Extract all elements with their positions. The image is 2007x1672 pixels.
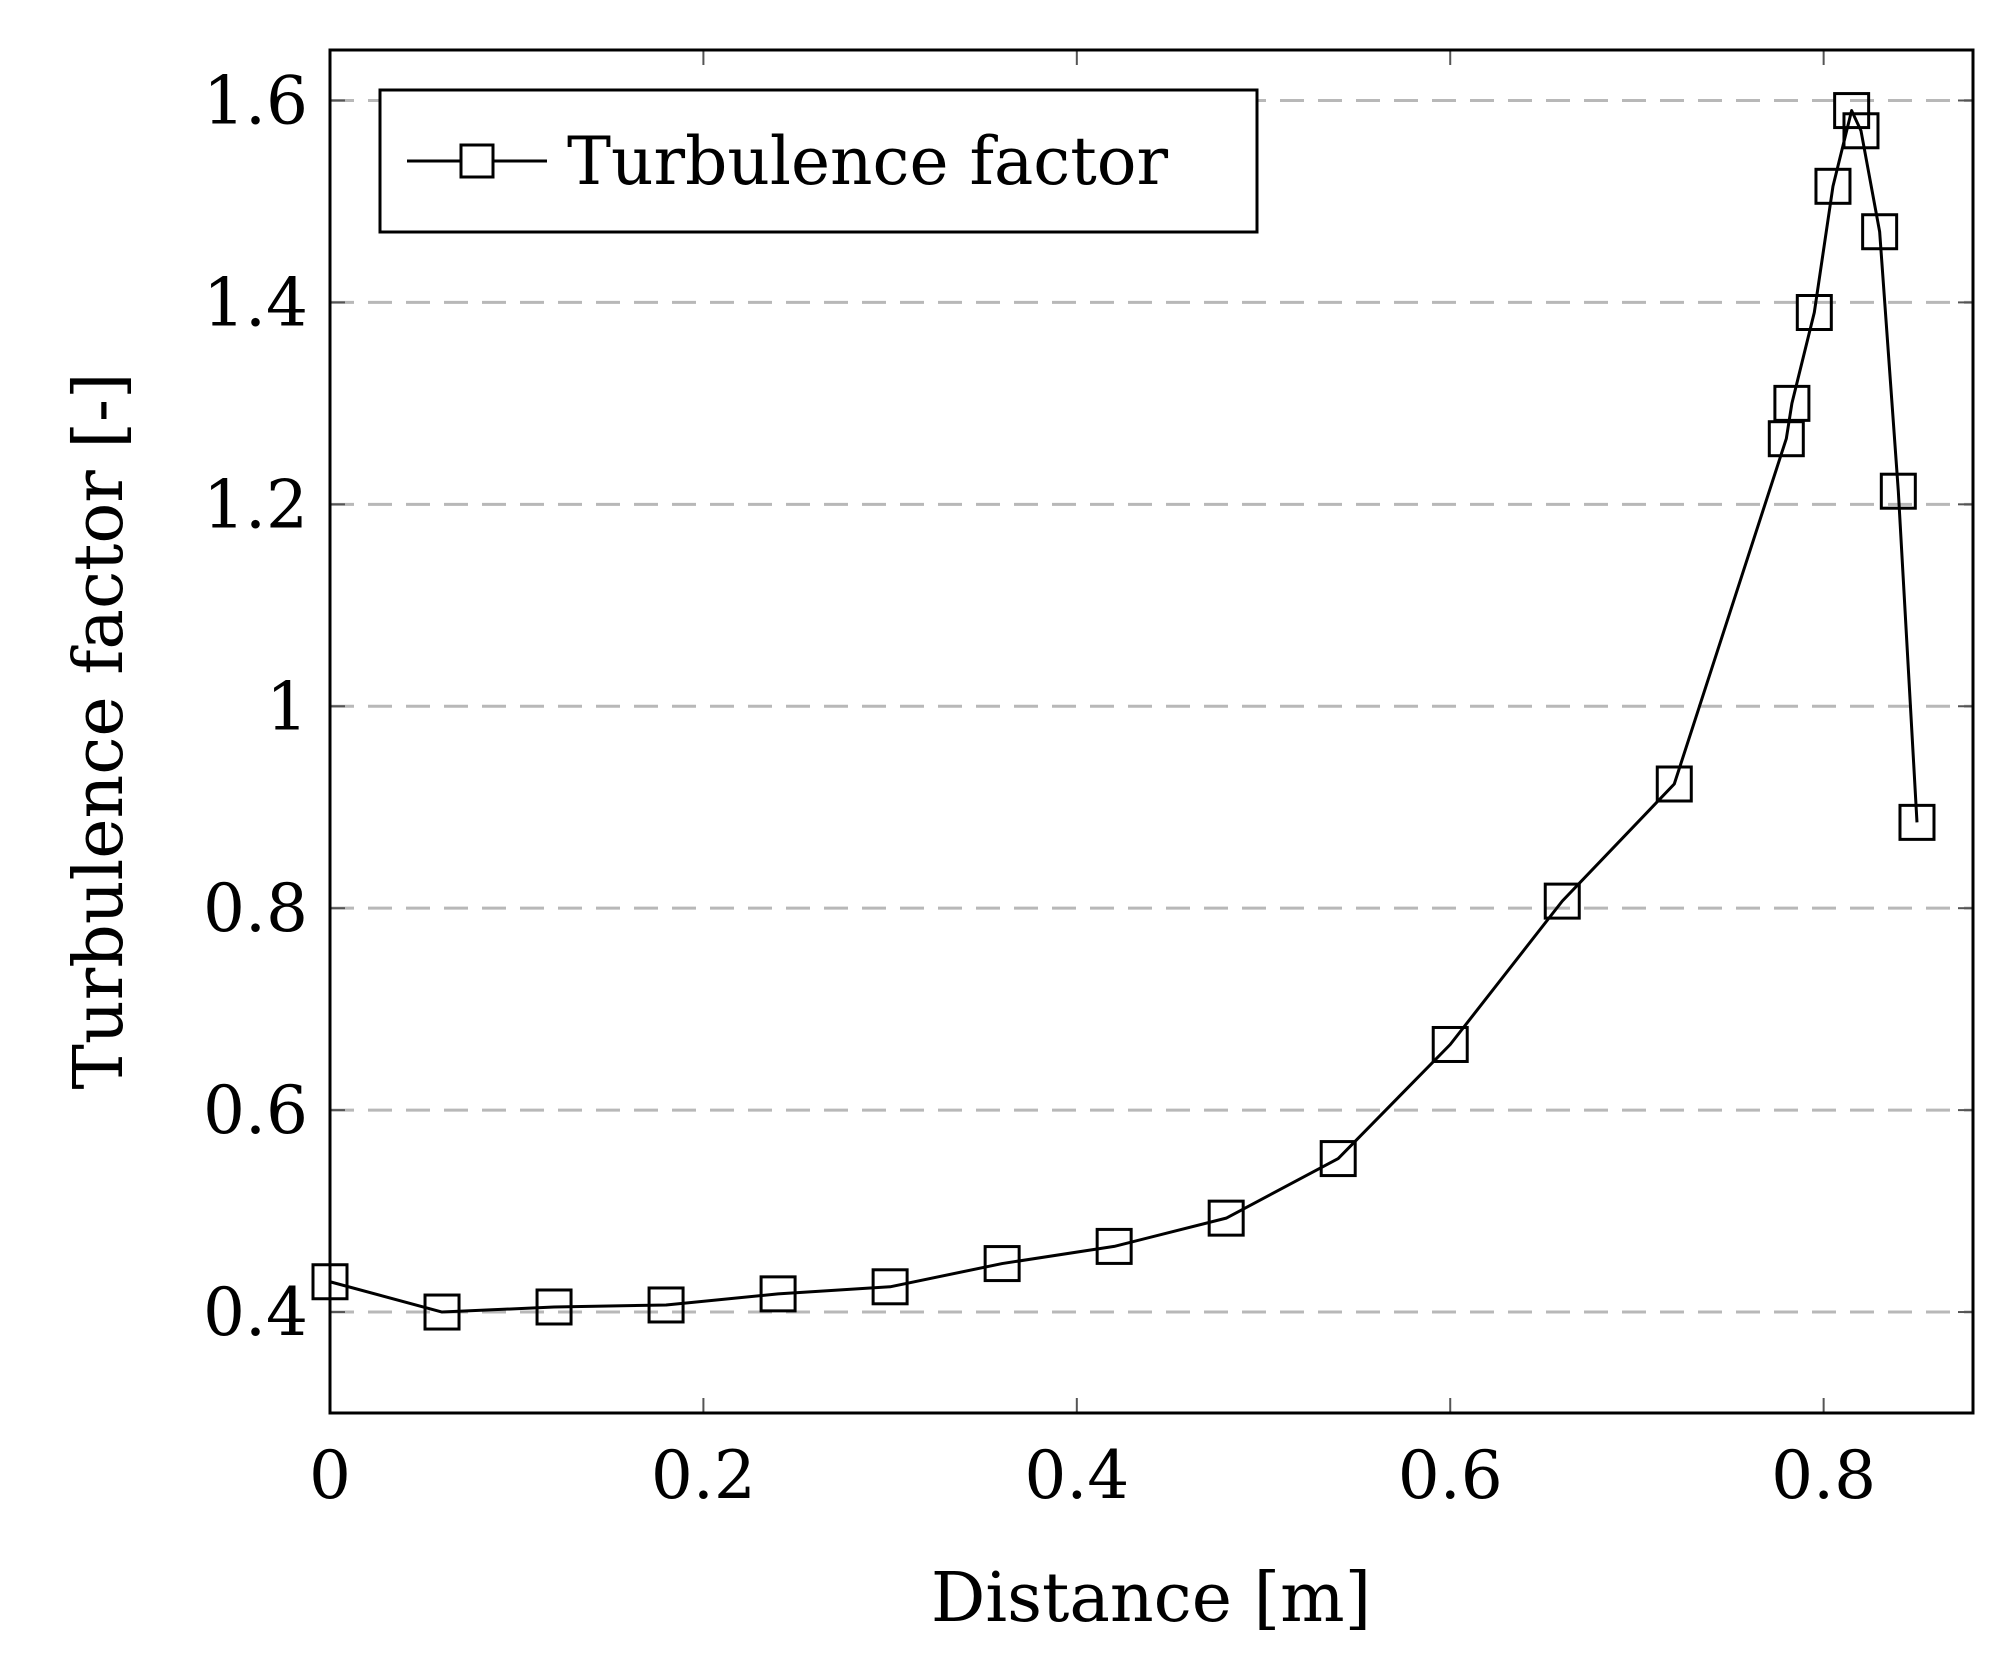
y-tick-label: 0.4 xyxy=(203,1274,308,1351)
x-tick-label: 0.8 xyxy=(1771,1437,1876,1514)
x-tick-label: 0 xyxy=(309,1437,351,1514)
data-point-square xyxy=(647,1286,685,1324)
series-layer xyxy=(311,92,1936,1331)
legend-square-marker-icon xyxy=(459,143,495,179)
y-tick-label: 0.8 xyxy=(203,870,308,947)
y-tick-label: 1.4 xyxy=(203,264,308,341)
x-tick-label: 0.2 xyxy=(651,1437,756,1514)
data-point-square xyxy=(1833,92,1871,130)
y-tick-label: 1.6 xyxy=(203,62,308,139)
y-tick-label: 1.2 xyxy=(203,466,308,543)
data-point-square xyxy=(1814,167,1852,205)
data-point-square xyxy=(1543,882,1581,920)
data-point-square xyxy=(1879,472,1917,510)
legend: Turbulence factor xyxy=(378,88,1259,234)
data-point-square xyxy=(535,1288,573,1326)
data-point-square xyxy=(1431,1025,1469,1063)
legend-label: Turbulence factor xyxy=(567,123,1169,200)
y-tick-label: 0.6 xyxy=(203,1072,308,1149)
y-axis-label: Turbulence factor [-] xyxy=(60,373,139,1090)
y-tick-label: 1 xyxy=(266,668,308,745)
data-point-square xyxy=(1095,1227,1133,1265)
data-point-square xyxy=(423,1293,461,1331)
data-point-square xyxy=(1842,112,1880,150)
x-tick-labels: 0 0.2 0.4 0.6 0.8 xyxy=(309,1437,1876,1514)
data-point-square xyxy=(1861,213,1899,251)
data-point-square xyxy=(1795,294,1833,332)
x-axis-label: Distance [m] xyxy=(931,1559,1371,1638)
series-line xyxy=(329,109,1919,1314)
data-point-square xyxy=(1773,384,1811,422)
data-point-square xyxy=(983,1245,1021,1283)
data-point-square xyxy=(1898,803,1936,841)
data-point-square xyxy=(871,1268,909,1306)
y-tick-labels: 0.4 0.6 0.8 1 1.2 1.4 1.6 xyxy=(203,62,308,1351)
x-tick-label: 0.6 xyxy=(1398,1437,1503,1514)
data-point-square xyxy=(1655,765,1693,803)
data-point-square xyxy=(1207,1199,1245,1237)
plot-frame xyxy=(328,48,1975,1415)
data-point-square xyxy=(759,1275,797,1313)
x-tick-label: 0.4 xyxy=(1024,1437,1129,1514)
data-point-square xyxy=(1319,1140,1357,1178)
